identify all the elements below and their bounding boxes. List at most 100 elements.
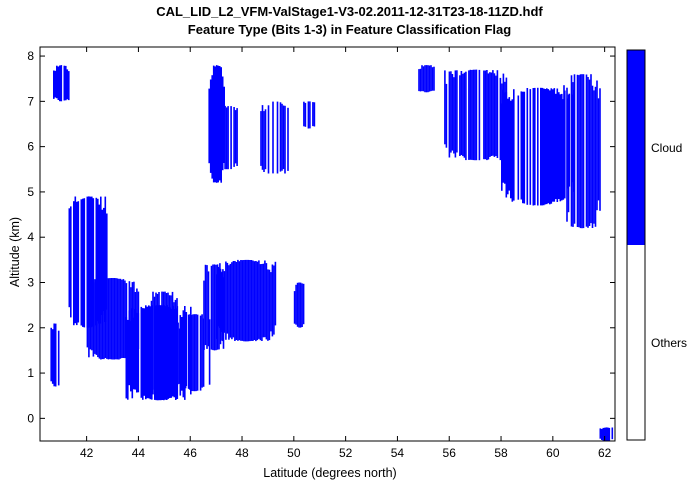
cloud-streak <box>91 196 93 328</box>
cloud-streak <box>572 82 574 227</box>
cloud-streak <box>510 100 512 199</box>
cloud-streak <box>433 66 435 91</box>
cloud-streak <box>501 103 503 191</box>
cloud-streak <box>95 197 98 326</box>
cloud-streak <box>252 260 254 341</box>
cloud-streak <box>517 95 520 200</box>
cloud-streak <box>201 314 203 388</box>
cloud-streak <box>60 65 63 102</box>
cloud-streak <box>225 107 228 170</box>
cloud-region <box>50 323 60 387</box>
cloud-streak <box>261 105 264 170</box>
cloud-streak <box>444 70 446 145</box>
cloud-streak <box>590 74 592 224</box>
cloud-streak <box>456 70 458 153</box>
cloud-streak <box>486 70 488 161</box>
cloud-streak <box>499 77 502 161</box>
cloud-streak <box>153 296 156 390</box>
cloud-streak <box>130 321 132 392</box>
cloud-streak <box>149 306 152 400</box>
cloud-streak <box>212 264 214 351</box>
cloud-streak <box>253 261 256 340</box>
cloud-streak <box>53 70 55 99</box>
colorbar-label-others: Others <box>651 336 687 350</box>
cloud-streak <box>597 98 600 201</box>
cloud-streak <box>158 292 160 396</box>
cloud-streak <box>493 73 496 157</box>
cloud-streak <box>98 204 101 324</box>
cloud-streak <box>183 315 185 387</box>
cloud-streak <box>611 427 614 440</box>
cloud-streak <box>227 106 229 170</box>
cloud-streak <box>567 94 570 213</box>
cloud-streak <box>189 314 191 390</box>
x-tick-label: 60 <box>546 446 560 460</box>
y-tick-label: 1 <box>27 366 34 380</box>
cloud-streak <box>208 319 211 385</box>
cloud-streak <box>160 305 162 401</box>
cloud-streak <box>241 260 244 341</box>
cloud-streak <box>86 286 89 348</box>
cloud-streak <box>256 261 259 341</box>
cloud-streak <box>462 73 464 157</box>
cloud-streak <box>264 260 266 338</box>
cloud-streak <box>215 65 218 183</box>
cloud-streak <box>80 199 83 326</box>
cloud-streak <box>552 89 554 202</box>
cloud-streak <box>556 88 559 202</box>
cloud-streak <box>249 260 251 342</box>
cloud-streak <box>106 278 108 359</box>
cloud-streak <box>513 89 515 201</box>
cloud-streak <box>235 262 238 340</box>
cloud-streak <box>495 75 497 156</box>
chart-title: CAL_LID_L2_VFM-ValStage1-V3-02.2011-12-3… <box>156 4 543 19</box>
cloud-streak <box>104 196 107 322</box>
cloud-streak <box>496 70 499 158</box>
cloud-streak <box>520 91 523 200</box>
cloud-streak <box>573 74 576 224</box>
y-tick-label: 3 <box>27 275 34 289</box>
cloud-streak <box>134 309 137 390</box>
cloud-streak <box>97 283 99 358</box>
cloud-streak <box>453 77 455 154</box>
cloud-streak <box>125 317 128 399</box>
cloud-streak <box>226 262 229 334</box>
cloud-streak <box>270 272 272 332</box>
cloud-streak <box>146 306 149 399</box>
cloud-streak <box>63 65 66 101</box>
cloud-streak <box>199 315 202 391</box>
cloud-streak <box>178 328 181 384</box>
x-tick-label: 52 <box>339 446 353 460</box>
cloud-streak <box>181 323 184 382</box>
cloud-streak <box>593 90 595 224</box>
cloud-streak <box>229 263 232 338</box>
colorbar-others-swatch <box>627 245 645 440</box>
cloud-streak <box>121 279 123 358</box>
cloud-streak <box>263 111 265 172</box>
cloud-streak <box>225 261 227 340</box>
cloud-streak <box>116 278 119 360</box>
cloud-streak <box>267 269 269 341</box>
cloud-streak <box>140 306 143 398</box>
cloud-streak <box>273 265 275 335</box>
cloud-streak <box>302 283 305 325</box>
cloud-streak <box>89 281 92 350</box>
cloud-streak <box>128 310 131 386</box>
cloud-streak <box>168 295 171 393</box>
cloud-streak <box>100 279 102 360</box>
cloud-streak <box>312 102 314 127</box>
x-tick-label: 62 <box>598 446 612 460</box>
cloud-streak <box>540 87 542 206</box>
cloud-streak <box>489 72 491 157</box>
cloud-streak <box>553 88 556 202</box>
cloud-streak <box>98 280 101 359</box>
y-axis-label: Altitude (km) <box>8 217 22 287</box>
y-tick-label: 4 <box>27 230 34 244</box>
cloud-streak <box>70 206 72 318</box>
cloud-streak <box>422 66 425 92</box>
cloud-streak <box>148 305 150 399</box>
cloud-streak <box>133 317 135 390</box>
cloud-streak <box>223 271 226 333</box>
cloud-streak <box>118 278 120 360</box>
